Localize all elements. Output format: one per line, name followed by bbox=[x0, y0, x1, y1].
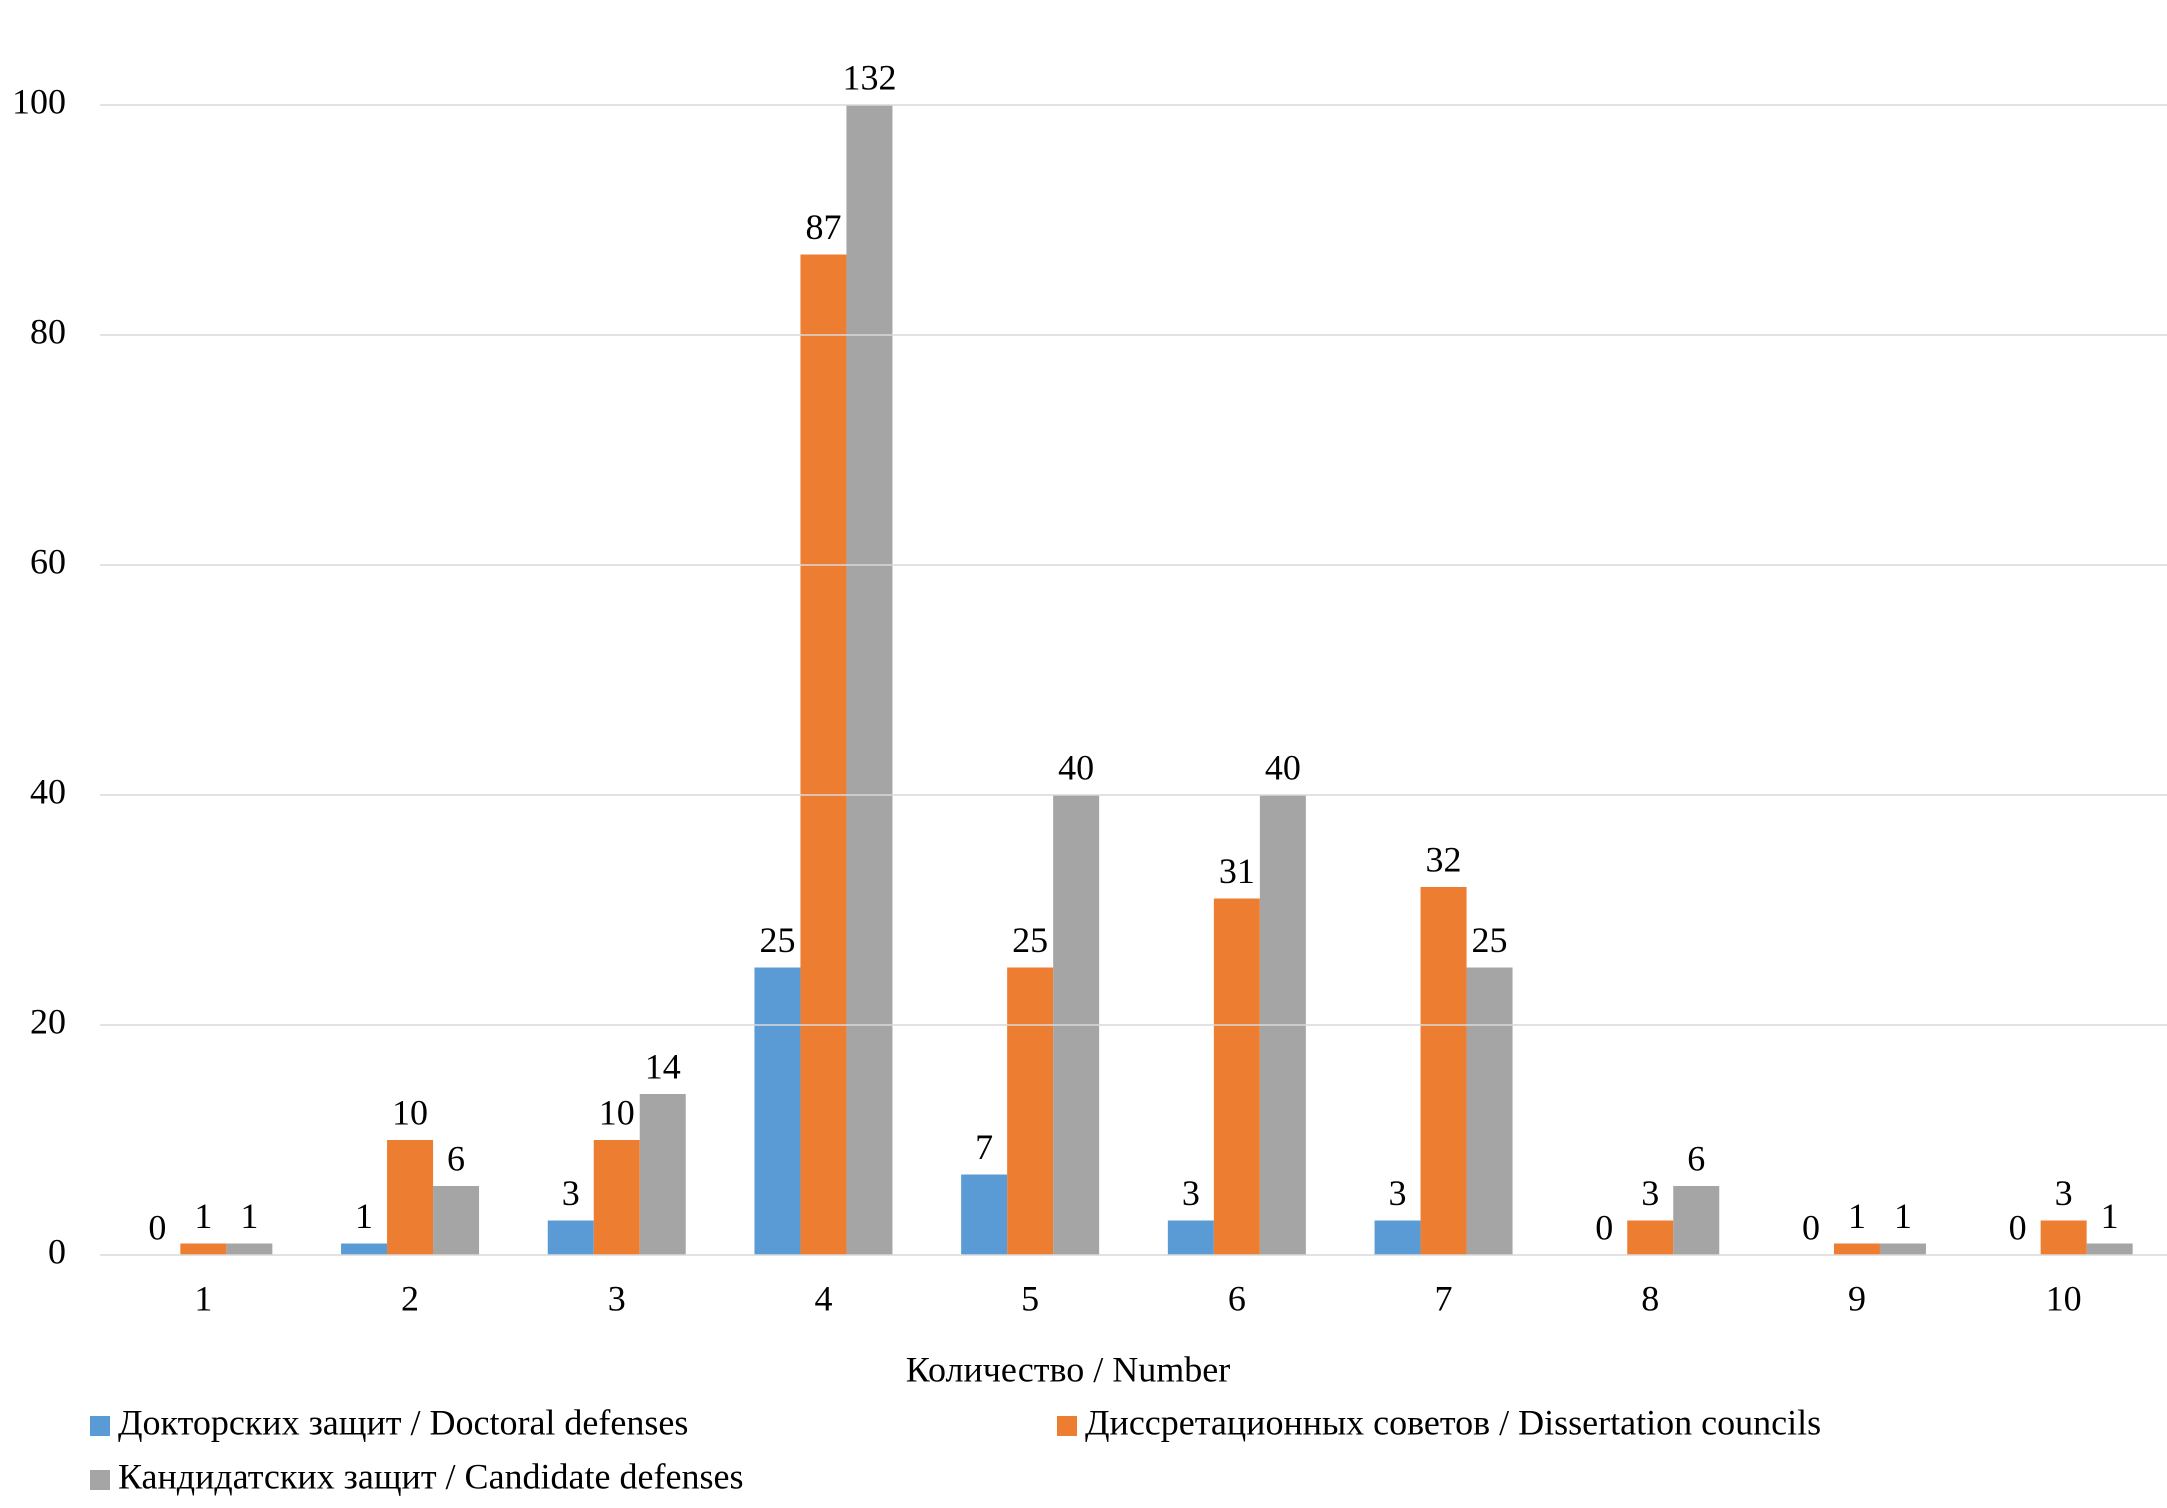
y-tick-label: 100 bbox=[12, 81, 66, 121]
x-tick-label: 1 bbox=[194, 1278, 212, 1318]
x-tick-label: 9 bbox=[1848, 1278, 1866, 1318]
bar bbox=[433, 1186, 480, 1255]
data-label: 14 bbox=[645, 1046, 681, 1086]
bar bbox=[341, 1243, 388, 1255]
bar bbox=[1213, 898, 1260, 1255]
data-label: 3 bbox=[562, 1173, 580, 1213]
data-label: 0 bbox=[1595, 1207, 1613, 1247]
data-label: 0 bbox=[1802, 1207, 1820, 1247]
data-label: 1 bbox=[240, 1196, 258, 1236]
data-label: 1 bbox=[194, 1196, 212, 1236]
bar bbox=[547, 1220, 594, 1255]
y-tick-label: 0 bbox=[48, 1231, 66, 1271]
bar bbox=[226, 1243, 273, 1255]
bar bbox=[1420, 887, 1467, 1255]
bar bbox=[639, 1094, 686, 1255]
data-label: 3 bbox=[1641, 1173, 1659, 1213]
bar bbox=[1007, 967, 1054, 1255]
x-tick-label: 2 bbox=[401, 1278, 419, 1318]
y-tick-label: 40 bbox=[30, 771, 66, 811]
data-label: 7 bbox=[975, 1127, 993, 1167]
data-label: 1 bbox=[2101, 1196, 2119, 1236]
data-label: 10 bbox=[599, 1092, 635, 1132]
bar bbox=[2040, 1220, 2087, 1255]
legend-swatch bbox=[90, 1416, 110, 1436]
data-label: 1 bbox=[1848, 1196, 1866, 1236]
bar bbox=[2086, 1243, 2133, 1255]
data-label: 40 bbox=[1058, 747, 1094, 787]
bar bbox=[754, 967, 801, 1255]
bar bbox=[1374, 1220, 1421, 1255]
x-tick-label: 5 bbox=[1021, 1278, 1039, 1318]
bar bbox=[1673, 1186, 1720, 1255]
bar bbox=[1833, 1243, 1880, 1255]
data-label: 87 bbox=[805, 207, 841, 247]
legend-label: Кандидатских защит / Candidate defenses bbox=[118, 1456, 743, 1496]
bar bbox=[1627, 1220, 1674, 1255]
data-label: 1 bbox=[1894, 1196, 1912, 1236]
x-tick-label: 6 bbox=[1228, 1278, 1246, 1318]
data-label: 25 bbox=[1472, 920, 1508, 960]
data-label: 10 bbox=[392, 1092, 428, 1132]
x-tick-label: 4 bbox=[814, 1278, 832, 1318]
bar bbox=[961, 1174, 1008, 1255]
y-tick-label: 80 bbox=[30, 311, 66, 351]
legend-swatch bbox=[1057, 1416, 1077, 1436]
bar bbox=[1466, 967, 1513, 1255]
x-tick-label: 3 bbox=[608, 1278, 626, 1318]
y-tick-label: 20 bbox=[30, 1001, 66, 1041]
data-label: 3 bbox=[2055, 1173, 2073, 1213]
x-tick-label: 7 bbox=[1435, 1278, 1453, 1318]
data-label: 132 bbox=[842, 57, 896, 97]
bar bbox=[846, 105, 893, 1255]
bars bbox=[180, 105, 2133, 1255]
legend-label: Диссретационных советов / Dissertation c… bbox=[1085, 1402, 1821, 1442]
data-label: 1 bbox=[355, 1196, 373, 1236]
legend-label: Докторских защит / Doctoral defenses bbox=[118, 1402, 688, 1442]
bar bbox=[593, 1140, 640, 1255]
x-tick-label: 10 bbox=[2046, 1278, 2082, 1318]
data-label: 6 bbox=[447, 1138, 465, 1178]
data-label: 3 bbox=[1182, 1173, 1200, 1213]
bar bbox=[1167, 1220, 1214, 1255]
data-label: 3 bbox=[1389, 1173, 1407, 1213]
legend-swatch bbox=[90, 1470, 110, 1490]
data-label: 31 bbox=[1219, 851, 1255, 891]
bar bbox=[387, 1140, 434, 1255]
y-tick-label: 60 bbox=[30, 541, 66, 581]
data-label: 32 bbox=[1426, 839, 1462, 879]
data-label: 25 bbox=[1012, 920, 1048, 960]
data-label: 40 bbox=[1265, 747, 1301, 787]
bar bbox=[800, 254, 847, 1255]
bar bbox=[180, 1243, 227, 1255]
x-axis-title: Количество / Number bbox=[906, 1349, 1230, 1389]
data-label: 6 bbox=[1687, 1138, 1705, 1178]
data-label: 0 bbox=[2009, 1207, 2027, 1247]
data-label: 25 bbox=[759, 920, 795, 960]
bar bbox=[1879, 1243, 1926, 1255]
data-label: 0 bbox=[148, 1207, 166, 1247]
x-tick-label: 8 bbox=[1641, 1278, 1659, 1318]
